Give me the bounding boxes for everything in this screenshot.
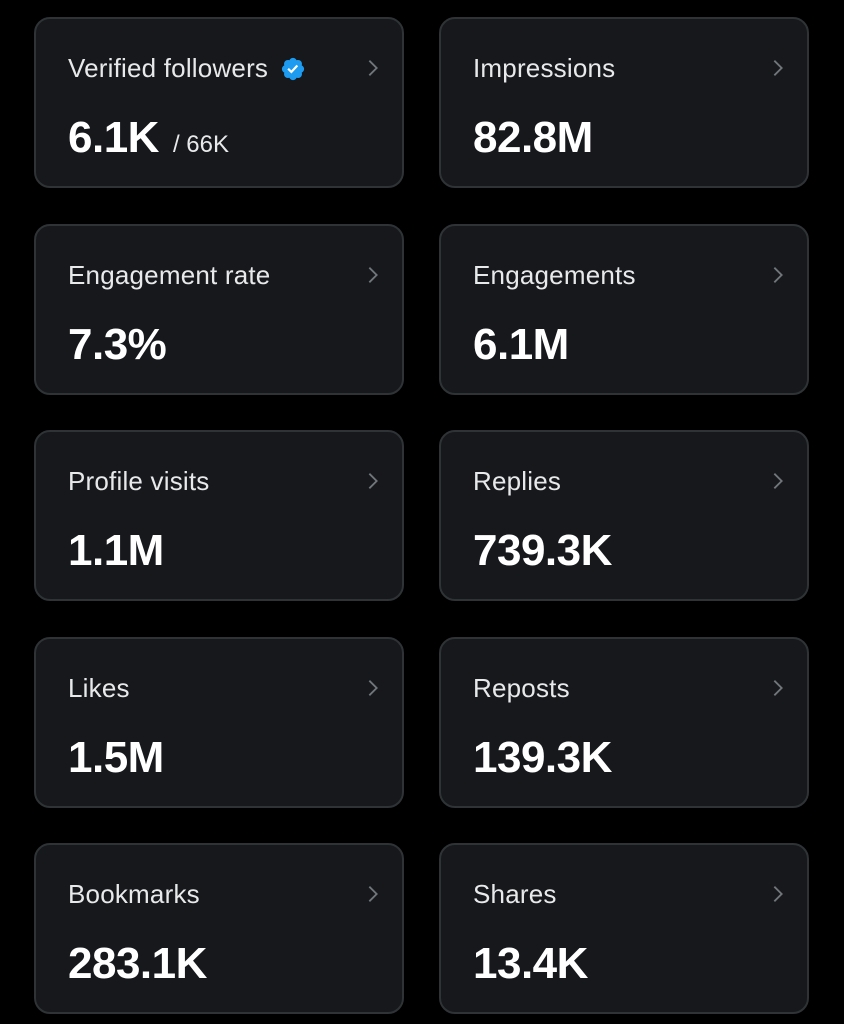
- card-value: 283.1K: [68, 939, 207, 988]
- card-label: Reposts: [473, 673, 570, 703]
- card-value-total: / 66K: [172, 131, 229, 158]
- card-engagement-rate[interactable]: Engagement rate 7.3%: [34, 224, 404, 395]
- chevron-right-icon: [368, 473, 378, 489]
- card-value: 6.1M: [473, 320, 569, 369]
- chevron-right-icon: [773, 886, 783, 902]
- card-label: Likes: [68, 673, 130, 703]
- card-value: 13.4K: [473, 939, 588, 988]
- card-replies[interactable]: Replies 739.3K: [439, 430, 809, 601]
- chevron-right-icon: [773, 267, 783, 283]
- card-label: Profile visits: [68, 466, 210, 496]
- card-verified-followers[interactable]: Verified followers 6.1K / 66K: [34, 17, 404, 188]
- card-value-main: 6.1K: [68, 113, 159, 162]
- card-value: 1.1M: [68, 526, 164, 575]
- card-reposts[interactable]: Reposts 139.3K: [439, 637, 809, 808]
- card-label: Engagement rate: [68, 260, 271, 290]
- chevron-right-icon: [773, 60, 783, 76]
- chevron-right-icon: [773, 680, 783, 696]
- card-label: Engagements: [473, 260, 636, 290]
- card-impressions[interactable]: Impressions 82.8M: [439, 17, 809, 188]
- card-value: 1.5M: [68, 733, 164, 782]
- card-value: 6.1K / 66K: [68, 113, 229, 163]
- verified-badge-icon: [282, 57, 305, 80]
- chevron-right-icon: [368, 267, 378, 283]
- chevron-right-icon: [368, 680, 378, 696]
- card-label: Bookmarks: [68, 879, 200, 909]
- card-value: 82.8M: [473, 113, 593, 162]
- card-label: Shares: [473, 879, 557, 909]
- card-label: Verified followers: [68, 53, 306, 84]
- card-label-text: Verified followers: [68, 53, 269, 83]
- chevron-right-icon: [773, 473, 783, 489]
- card-value: 139.3K: [473, 733, 612, 782]
- card-engagements[interactable]: Engagements 6.1M: [439, 224, 809, 395]
- card-value: 7.3%: [68, 320, 167, 369]
- card-profile-visits[interactable]: Profile visits 1.1M: [34, 430, 404, 601]
- card-value: 739.3K: [473, 526, 612, 575]
- card-bookmarks[interactable]: Bookmarks 283.1K: [34, 843, 404, 1014]
- card-label: Impressions: [473, 53, 616, 83]
- card-label: Replies: [473, 466, 562, 496]
- card-shares[interactable]: Shares 13.4K: [439, 843, 809, 1014]
- card-likes[interactable]: Likes 1.5M: [34, 637, 404, 808]
- chevron-right-icon: [368, 60, 378, 76]
- chevron-right-icon: [368, 886, 378, 902]
